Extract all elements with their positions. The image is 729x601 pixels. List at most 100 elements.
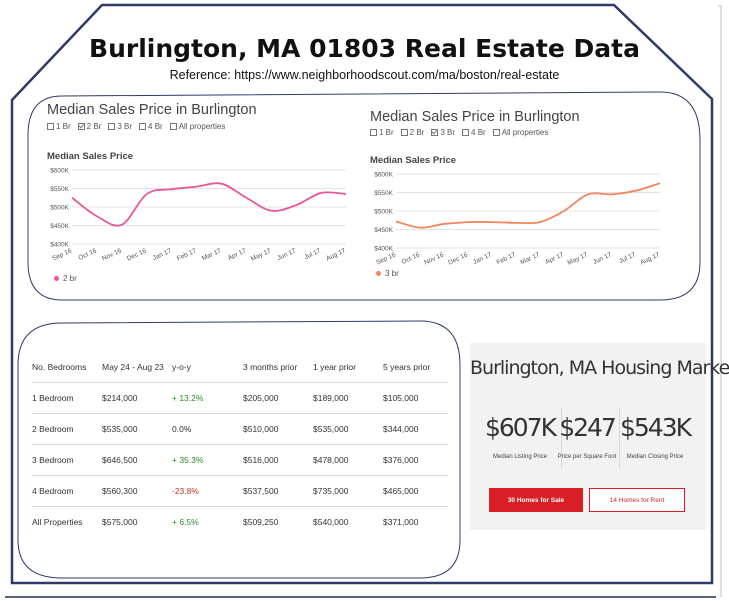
table-cell: $376,000 xyxy=(383,444,448,476)
housing-market-widget: Burlington, MA Housing Marketi $607K Med… xyxy=(470,343,729,530)
table-header: 1 year prior xyxy=(313,352,383,383)
filter-2br[interactable]: 2 Br xyxy=(77,122,101,131)
market-title: Burlington, MA Housing Marketi xyxy=(470,357,729,379)
x-tick-label: May 17 xyxy=(250,247,273,263)
chart-left-title: Median Sales Price in Burlington xyxy=(47,102,257,118)
table-header-row: No. Bedrooms May 24 - Aug 23 y-o-y 3 mon… xyxy=(32,352,448,383)
x-tick-label: May 17 xyxy=(567,251,590,267)
chart-right-title: Median Sales Price in Burlington xyxy=(370,109,580,125)
checkbox-icon xyxy=(108,123,116,130)
homes-for-sale-button[interactable]: 30 Homes for Sale xyxy=(489,488,583,512)
table-cell: + 6.5% xyxy=(172,516,199,527)
chart-left: $400K $450K $500K $550K $600K Sep 16 Oct 16 Nov… xyxy=(50,168,347,263)
x-tick-label: Mar 17 xyxy=(201,247,223,262)
table-cell: -23.8% xyxy=(172,475,243,507)
y-tick-label: $450K xyxy=(374,227,393,234)
divider xyxy=(619,407,620,469)
stat-value: $543K xyxy=(620,413,692,442)
table-cell: $516,000 xyxy=(243,444,313,476)
table-cell: $105,000 xyxy=(383,382,448,414)
table-header: May 24 - Aug 23 xyxy=(102,352,172,383)
table-cell: $535,000 xyxy=(102,413,172,445)
x-tick-label: Feb 17 xyxy=(496,251,518,266)
y-tick-label: $600K xyxy=(374,172,393,179)
table-cell: $535,000 xyxy=(313,413,383,445)
stat-label: Price per Square Foot xyxy=(557,454,617,460)
table-row: 1 Bedroom $214,000 + 13.2% $205,000 $189,000… xyxy=(32,382,448,414)
filter-1br[interactable]: 1 Br xyxy=(47,122,71,131)
x-tick-label: Jul 17 xyxy=(618,251,637,265)
table-header: 5 years prior xyxy=(383,352,448,383)
checkbox-checked-icon xyxy=(431,129,439,136)
chart-right-subtitle: Median Sales Price xyxy=(370,155,457,166)
chart-right-legend: 3 br xyxy=(376,269,399,278)
stat-median-listing: $607K Median Listing Price xyxy=(485,413,557,460)
filter-3br[interactable]: 3 Br xyxy=(431,128,455,137)
table-cell: $575,000 xyxy=(102,516,138,527)
table-cell: $509,250 xyxy=(243,516,279,527)
chart-right: $400K $450K $500K $550K $600K Sep 16 Oct 16 Nov… xyxy=(374,172,661,267)
x-tick-label: Dec 16 xyxy=(126,247,148,262)
table-cell: $646,500 xyxy=(102,444,172,476)
x-tick-label: Nov 16 xyxy=(423,251,445,266)
x-tick-label: Oct 16 xyxy=(401,251,422,266)
table-cell: 3 Bedroom xyxy=(32,444,102,476)
reference-text: Reference: https://www.neighborhoodscout… xyxy=(169,68,560,82)
checkbox-icon xyxy=(462,129,470,136)
filter-1br[interactable]: 1 Br xyxy=(370,128,394,137)
table-cell: $560,300 xyxy=(102,475,172,507)
x-tick-label: Mar 17 xyxy=(520,251,542,266)
table-cell: $478,000 xyxy=(313,444,383,476)
chart-left-subtitle: Median Sales Price xyxy=(47,151,134,162)
table-row: 3 Bedroom $646,500 + 35.3% $516,000 $478,000… xyxy=(32,444,448,476)
table-cell: 1 Bedroom xyxy=(32,382,102,414)
table-cell: + 35.3% xyxy=(172,444,243,476)
y-tick-label: $550K xyxy=(50,186,69,193)
chart-right-filters: 1 Br 2 Br 3 Br 4 Br All properties xyxy=(370,128,548,137)
x-tick-label: Aug 17 xyxy=(639,251,661,266)
checkbox-icon xyxy=(400,129,408,136)
table-cell: $540,000 xyxy=(313,516,349,527)
filter-2br[interactable]: 2 Br xyxy=(400,128,424,137)
checkbox-icon xyxy=(47,123,54,130)
y-tick-label: $500K xyxy=(374,209,393,216)
x-tick-label: Aug 17 xyxy=(325,247,347,262)
x-tick-label: Dec 16 xyxy=(447,251,469,266)
table-header: y-o-y xyxy=(172,352,243,383)
y-tick-label: $400K xyxy=(50,242,69,249)
table-cell: $510,000 xyxy=(243,413,313,445)
table-cell: $205,000 xyxy=(243,382,313,414)
filter-4br[interactable]: 4 Br xyxy=(462,128,486,137)
x-tick-label: Oct 16 xyxy=(77,247,98,262)
divider xyxy=(561,407,562,469)
legend-dot-icon xyxy=(54,276,59,281)
table-cell: 0.0% xyxy=(172,413,243,445)
y-tick-label: $450K xyxy=(50,223,69,230)
y-tick-label: $400K xyxy=(374,246,393,253)
table-row: 4 Bedroom $560,300 -23.8% $537,500 $735,000 $… xyxy=(32,475,448,507)
y-tick-label: $600K xyxy=(50,168,69,175)
checkbox-icon xyxy=(492,129,500,136)
filter-all[interactable]: All properties xyxy=(492,128,548,137)
stat-label: Median Listing Price xyxy=(492,454,548,460)
filter-3br[interactable]: 3 Br xyxy=(108,122,132,131)
table-cell: $537,500 xyxy=(243,475,313,507)
x-tick-label: Apr 17 xyxy=(545,251,566,266)
x-tick-label: Jul 17 xyxy=(303,247,322,261)
filter-all[interactable]: All properties xyxy=(169,122,225,131)
filter-4br[interactable]: 4 Br xyxy=(139,122,163,131)
series-line-3-br xyxy=(395,182,661,229)
stat-value: $247 xyxy=(559,413,617,442)
series-line-2-br xyxy=(71,182,347,227)
checkbox-icon xyxy=(370,129,377,136)
legend-dot-icon xyxy=(376,271,381,276)
table-cell: $735,000 xyxy=(313,475,383,507)
table-cell: $344,000 xyxy=(383,413,448,445)
homes-for-rent-button[interactable]: 14 Homes for Rent xyxy=(589,488,685,512)
x-tick-label: Jun 17 xyxy=(592,251,613,266)
table-cell: + 13.2% xyxy=(172,382,243,414)
x-tick-label: Sep 16 xyxy=(375,251,397,266)
y-tick-label: $500K xyxy=(50,205,69,212)
stat-median-closing: $543K Median Closing Price xyxy=(620,413,692,460)
x-tick-label: Jan 17 xyxy=(472,251,493,266)
